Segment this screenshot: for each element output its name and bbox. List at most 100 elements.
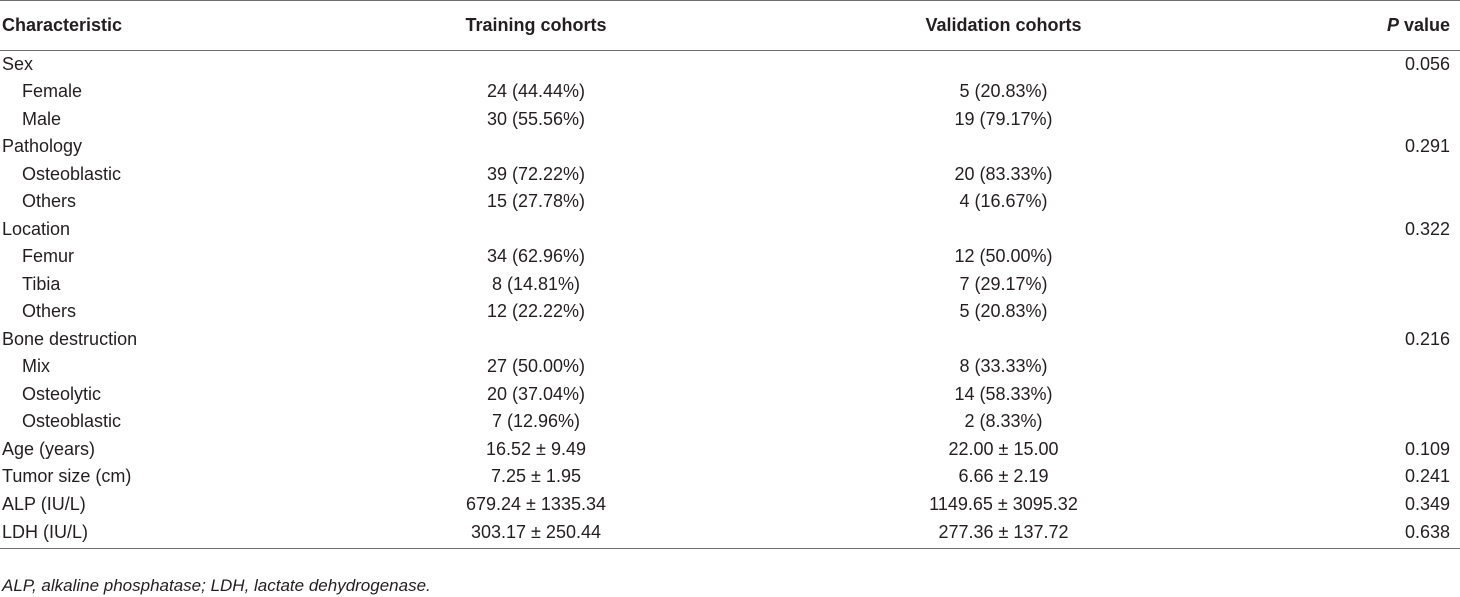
- p-value: [1281, 271, 1460, 299]
- training-value: 303.17 ± 250.44: [346, 518, 726, 549]
- row-label: Location: [2, 218, 71, 239]
- table-row: LDH (IU/L) 303.17 ± 250.44 277.36 ± 137.…: [0, 518, 1460, 549]
- p-value: [1281, 353, 1460, 381]
- table-row: Others 12 (22.22%) 5 (20.83%): [0, 298, 1460, 326]
- row-label: Tibia: [22, 273, 61, 294]
- training-value: [346, 133, 726, 161]
- validation-value: 1149.65 ± 3095.32: [929, 493, 1078, 514]
- table-row: Osteolytic 20 (37.04%) 14 (58.33%): [0, 381, 1460, 409]
- training-value: 15 (27.78%): [486, 191, 586, 212]
- table-row: Bone destruction 0.216: [0, 326, 1460, 354]
- validation-value: 12 (50.00%): [954, 246, 1053, 267]
- table-row: Age (years) 16.52 ± 9.49 22.00 ± 15.00 0…: [0, 436, 1460, 464]
- training-value: [346, 216, 726, 244]
- row-label: Age (years): [2, 438, 96, 459]
- row-label: Male: [22, 108, 62, 129]
- validation-value: [726, 326, 1281, 354]
- table-row: Osteoblastic 39 (72.22%) 20 (83.33%): [0, 161, 1460, 189]
- validation-value: 8 (33.33%): [959, 356, 1048, 377]
- training-value: [346, 51, 726, 79]
- header-training-cohorts: Training cohorts: [346, 0, 726, 51]
- p-value: [1281, 408, 1460, 436]
- p-value: [1281, 106, 1460, 134]
- row-label: LDH (IU/L): [0, 518, 346, 549]
- header-characteristic: Characteristic: [0, 0, 346, 51]
- row-label: Femur: [22, 246, 75, 267]
- header-p-value: P value: [1281, 0, 1460, 51]
- validation-value: 22.00 ± 15.00: [948, 438, 1059, 459]
- row-label: Female: [22, 81, 83, 102]
- p-value: 0.109: [1404, 438, 1450, 459]
- row-label: ALP (IU/L): [2, 493, 86, 514]
- p-value: [1281, 161, 1460, 189]
- training-value: 7.25 ± 1.95: [491, 466, 581, 487]
- training-value: 24 (44.44%): [486, 81, 586, 102]
- table-row: Osteoblastic 7 (12.96%) 2 (8.33%): [0, 408, 1460, 436]
- row-label: Osteoblastic: [22, 163, 122, 184]
- header-validation-cohorts: Validation cohorts: [726, 0, 1281, 51]
- row-label: Others: [22, 191, 77, 212]
- p-value: 0.216: [1404, 328, 1450, 349]
- training-value: 16.52 ± 9.49: [486, 438, 586, 459]
- validation-value: 20 (83.33%): [954, 163, 1053, 184]
- row-label: Osteolytic: [22, 383, 102, 404]
- p-value: 0.291: [1404, 136, 1450, 157]
- table-row: Tumor size (cm) 7.25 ± 1.95 6.66 ± 2.19 …: [0, 463, 1460, 491]
- validation-value: 7 (29.17%): [959, 273, 1048, 294]
- validation-value: [726, 216, 1281, 244]
- validation-value: 2 (8.33%): [964, 411, 1043, 432]
- table-footnote: ALP, alkaline phosphatase; LDH, lactate …: [2, 576, 431, 595]
- header-row: Characteristic Training cohorts Validati…: [0, 0, 1460, 51]
- row-label: Mix: [22, 356, 50, 377]
- training-value: 12 (22.22%): [486, 301, 586, 322]
- training-value: 34 (62.96%): [486, 246, 586, 267]
- training-value: 39 (72.22%): [486, 163, 586, 184]
- table-row: Femur 34 (62.96%) 12 (50.00%): [0, 243, 1460, 271]
- validation-value: 4 (16.67%): [959, 191, 1048, 212]
- p-value: [1281, 188, 1460, 216]
- table-row: Pathology 0.291: [0, 133, 1460, 161]
- table-row: ALP (IU/L) 679.24 ± 1335.34 1149.65 ± 30…: [0, 491, 1460, 519]
- training-value: 8 (14.81%): [491, 273, 581, 294]
- p-value: 0.241: [1404, 466, 1450, 487]
- validation-value: [726, 51, 1281, 79]
- validation-value: 14 (58.33%): [954, 383, 1053, 404]
- training-value: 679.24 ± 1335.34: [465, 493, 606, 514]
- table-row: Male 30 (55.56%) 19 (79.17%): [0, 106, 1460, 134]
- table-row: Mix 27 (50.00%) 8 (33.33%): [0, 353, 1460, 381]
- p-value: [1281, 243, 1460, 271]
- training-value: 30 (55.56%): [486, 108, 586, 129]
- p-value: [1281, 298, 1460, 326]
- training-value: 27 (50.00%): [486, 356, 586, 377]
- table-row: Female 24 (44.44%) 5 (20.83%): [0, 78, 1460, 106]
- table-row: Tibia 8 (14.81%) 7 (29.17%): [0, 271, 1460, 299]
- p-value: 0.638: [1281, 518, 1460, 549]
- p-value: [1281, 381, 1460, 409]
- row-label: Osteoblastic: [22, 411, 122, 432]
- row-label: Tumor size (cm): [2, 466, 132, 487]
- validation-value: 277.36 ± 137.72: [726, 518, 1281, 549]
- validation-value: 19 (79.17%): [954, 108, 1053, 129]
- cohort-characteristics-table: Characteristic Training cohorts Validati…: [0, 0, 1460, 549]
- table-header: Characteristic Training cohorts Validati…: [0, 0, 1460, 51]
- header-p-value-word: value: [1398, 15, 1450, 35]
- p-value: [1281, 78, 1460, 106]
- row-label: Pathology: [2, 136, 83, 157]
- row-label: Sex: [2, 54, 34, 74]
- validation-value: 6.66 ± 2.19: [958, 466, 1049, 487]
- training-value: 20 (37.04%): [486, 383, 586, 404]
- row-label: Others: [22, 301, 77, 322]
- table-body: Sex 0.056 Female 24 (44.44%) 5 (20.83%) …: [0, 51, 1460, 549]
- p-value: 0.056: [1404, 54, 1450, 74]
- row-label: Bone destruction: [2, 328, 138, 349]
- p-value: 0.322: [1404, 218, 1450, 239]
- training-value: 7 (12.96%): [491, 411, 581, 432]
- table-row: Others 15 (27.78%) 4 (16.67%): [0, 188, 1460, 216]
- validation-value: 5 (20.83%): [959, 301, 1048, 322]
- p-value: 0.349: [1404, 493, 1450, 514]
- header-p-letter: P: [1386, 15, 1399, 35]
- validation-value: [726, 133, 1281, 161]
- training-value: [346, 326, 726, 354]
- table-row: Location 0.322: [0, 216, 1460, 244]
